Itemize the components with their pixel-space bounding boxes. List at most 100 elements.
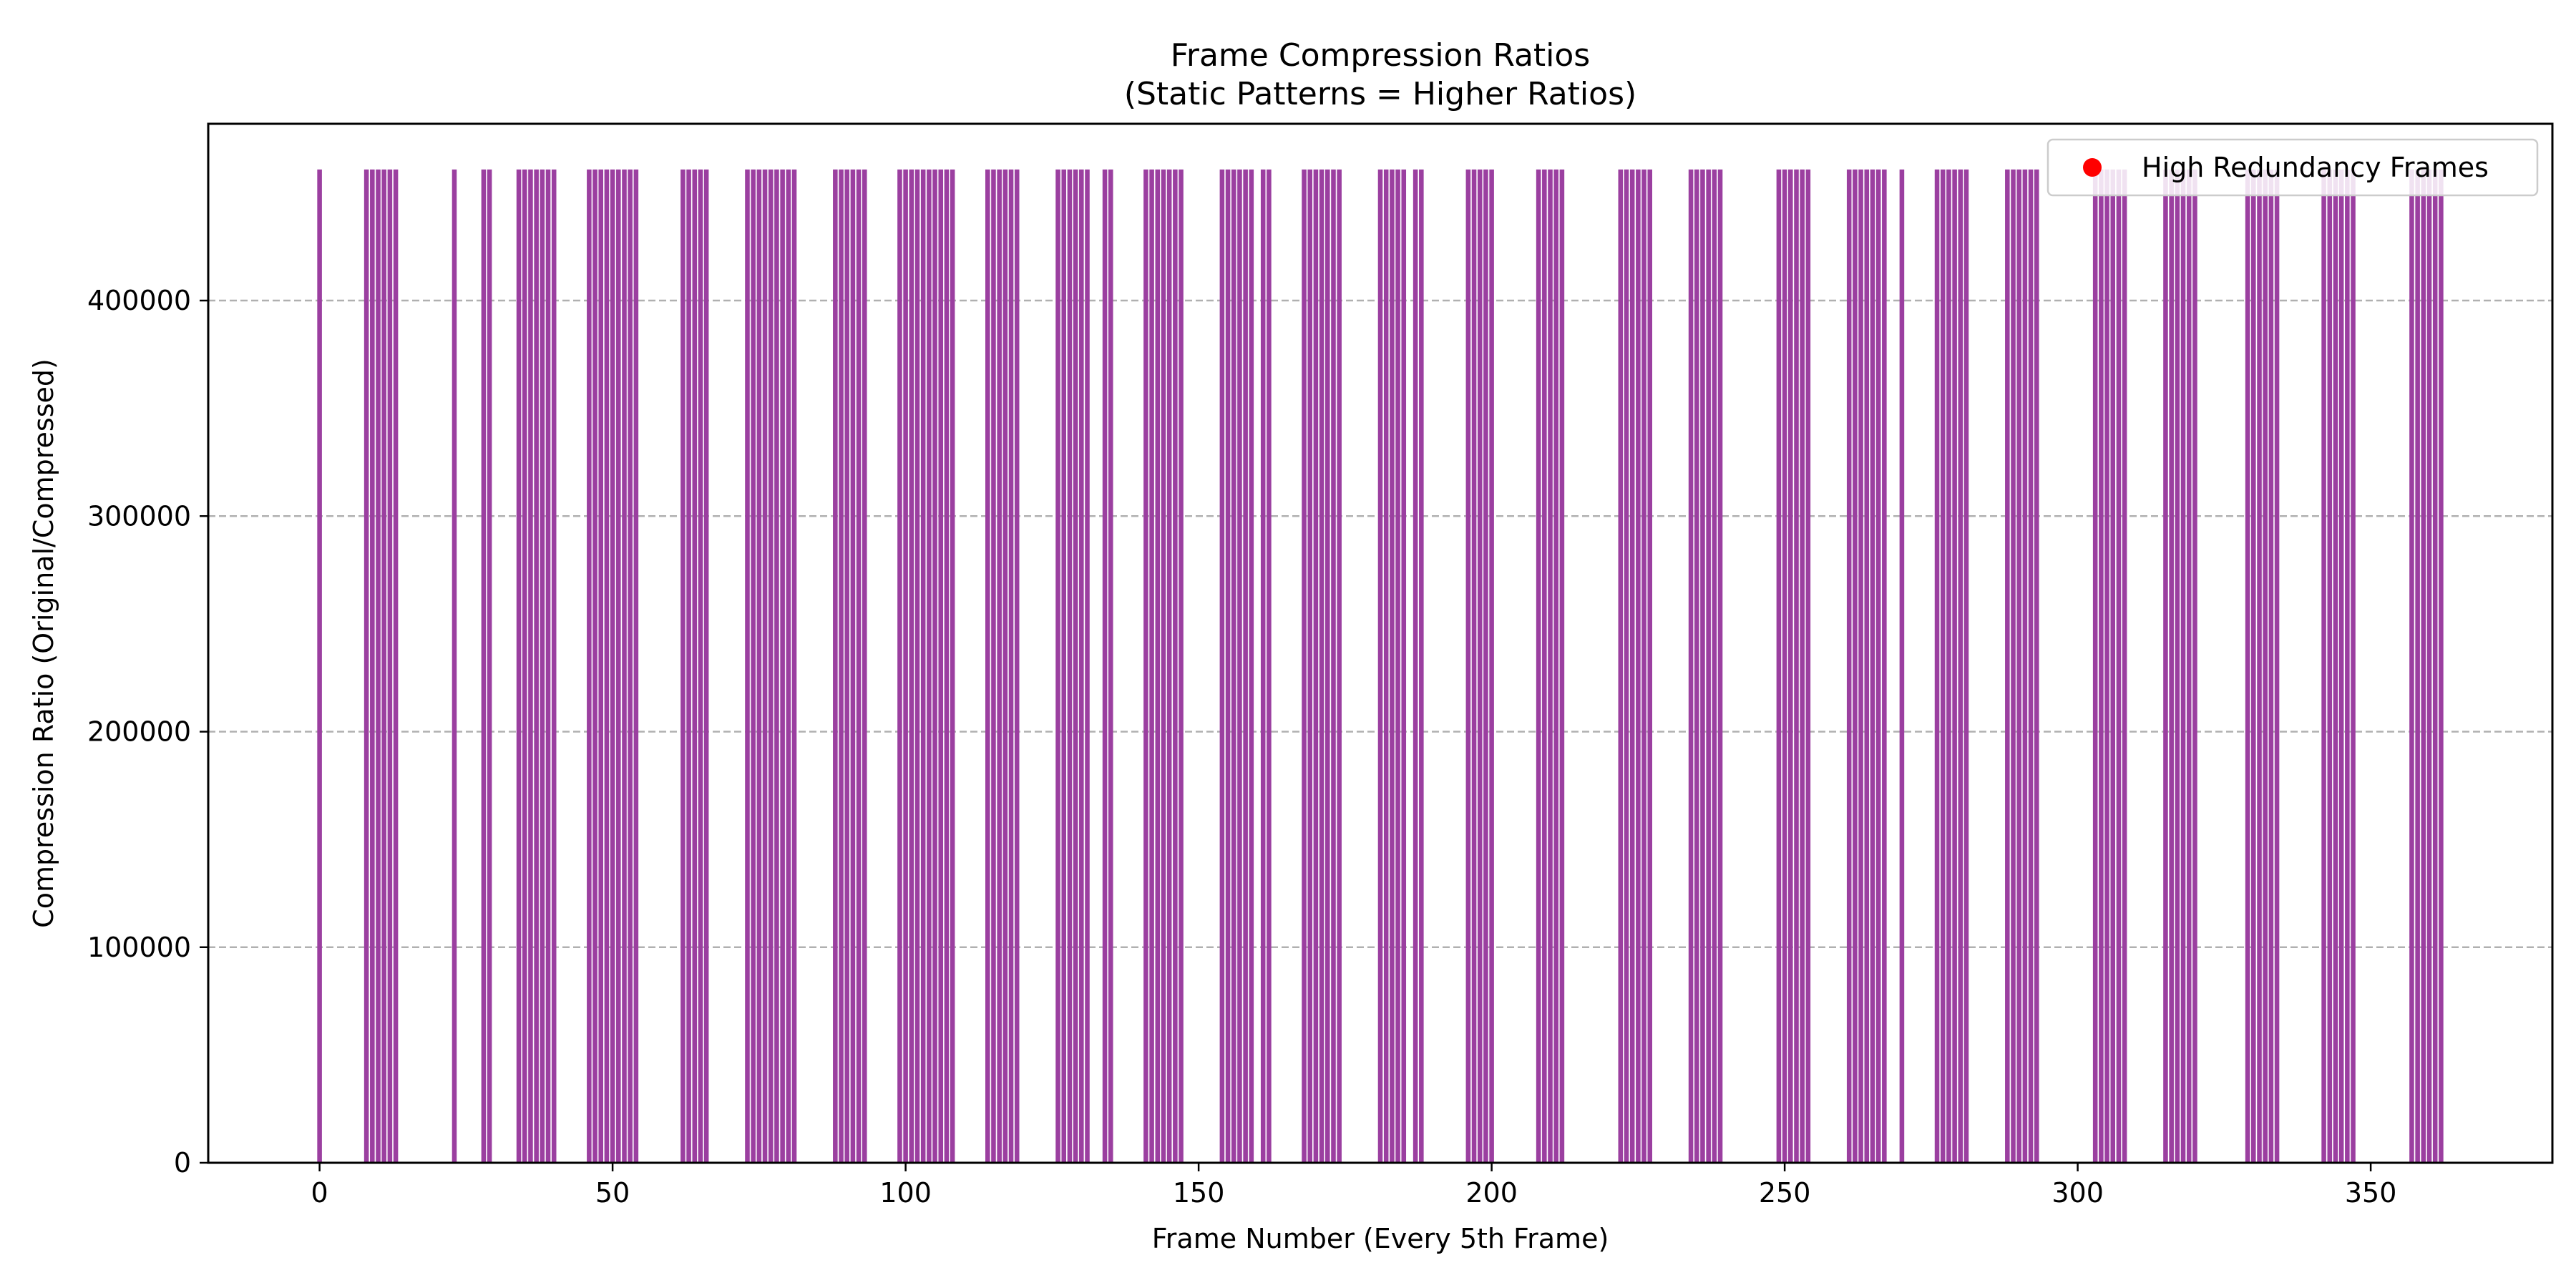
bar <box>2175 169 2180 1163</box>
y-tick-label: 400000 <box>87 285 191 316</box>
bar <box>1958 169 1963 1163</box>
x-tick-label: 250 <box>1759 1177 1811 1209</box>
bar <box>1788 169 1793 1163</box>
bar <box>833 169 838 1163</box>
bar <box>2186 169 2192 1163</box>
bar <box>1395 169 1400 1163</box>
bar <box>1079 169 1084 1163</box>
bar <box>317 169 322 1163</box>
bar <box>1536 169 1541 1163</box>
bar <box>1260 169 1266 1163</box>
bar <box>2321 169 2326 1163</box>
bar <box>2005 169 2010 1163</box>
legend-marker <box>2083 158 2102 177</box>
bar <box>1302 169 1307 1163</box>
bar <box>2116 169 2122 1163</box>
bar <box>839 169 844 1163</box>
bar <box>2333 169 2338 1163</box>
bar <box>528 169 533 1163</box>
bar <box>2268 169 2274 1163</box>
bar <box>628 169 633 1163</box>
bar <box>592 169 597 1163</box>
bar <box>1864 169 1870 1163</box>
bar <box>2122 169 2127 1163</box>
bar <box>2169 169 2174 1163</box>
bar <box>1934 169 1940 1163</box>
bar <box>1946 169 1951 1163</box>
bar <box>1179 169 1184 1163</box>
x-tick-label: 50 <box>595 1177 630 1209</box>
bar <box>997 169 1002 1163</box>
bar <box>1706 169 1711 1163</box>
bar <box>1155 169 1161 1163</box>
bar <box>2028 169 2034 1163</box>
bar <box>387 169 393 1163</box>
bar <box>1014 169 1020 1163</box>
x-axis-ticks: 0 50 100 150 200 250 300 350 <box>311 1163 2397 1209</box>
bar <box>1477 169 1483 1163</box>
bar <box>1940 169 1946 1163</box>
bar <box>2421 169 2426 1163</box>
bar <box>1377 169 1383 1163</box>
bar <box>1002 169 1008 1163</box>
bar <box>2092 169 2098 1163</box>
bar <box>1776 169 1782 1163</box>
bar <box>1219 169 1225 1163</box>
bar <box>1307 169 1312 1163</box>
bar <box>1055 169 1060 1163</box>
bar <box>364 169 369 1163</box>
bar <box>1700 169 1705 1163</box>
bar <box>1688 169 1694 1163</box>
bar <box>2274 169 2280 1163</box>
x-tick-label: 100 <box>879 1177 932 1209</box>
bar <box>487 169 492 1163</box>
bar <box>604 169 610 1163</box>
bar <box>1337 169 1342 1163</box>
bar <box>1717 169 1723 1163</box>
bar <box>1471 169 1477 1163</box>
bar <box>1800 169 1805 1163</box>
bar <box>2432 169 2438 1163</box>
bar <box>2180 169 2186 1163</box>
bar <box>1249 169 1254 1163</box>
bar <box>1963 169 1969 1163</box>
bar <box>932 169 937 1163</box>
y-axis-ticks: 0 100000 200000 300000 400000 <box>87 285 208 1179</box>
x-tick-label: 0 <box>311 1177 328 1209</box>
bar <box>381 169 386 1163</box>
bar <box>950 169 955 1163</box>
bar <box>1559 169 1565 1163</box>
bar <box>1102 169 1108 1163</box>
legend-box <box>2046 138 2539 197</box>
x-tick-label: 350 <box>2345 1177 2397 1209</box>
bar <box>680 169 686 1163</box>
bar <box>1419 169 1424 1163</box>
bar <box>1231 169 1236 1163</box>
bar <box>751 169 756 1163</box>
bar <box>598 169 604 1163</box>
bar <box>522 169 527 1163</box>
bar <box>622 169 627 1163</box>
bar <box>2034 169 2039 1163</box>
bar <box>1548 169 1553 1163</box>
bar <box>616 169 621 1163</box>
bar <box>2016 169 2021 1163</box>
bars <box>317 169 2444 1163</box>
bar <box>1413 169 1418 1163</box>
bar <box>1267 169 1272 1163</box>
bar <box>686 169 691 1163</box>
bar <box>2409 169 2414 1163</box>
bar <box>1782 169 1787 1163</box>
bar <box>1173 169 1178 1163</box>
bar <box>1712 169 1717 1163</box>
chart-subtitle: (Static Patterns = Higher Ratios) <box>1124 76 1636 112</box>
bar <box>1553 169 1558 1163</box>
bar <box>1061 169 1067 1163</box>
bar <box>2251 169 2256 1163</box>
bar <box>1143 169 1148 1163</box>
bar <box>985 169 990 1163</box>
bar <box>2338 169 2344 1163</box>
bar <box>2439 169 2444 1163</box>
bar <box>927 169 932 1163</box>
